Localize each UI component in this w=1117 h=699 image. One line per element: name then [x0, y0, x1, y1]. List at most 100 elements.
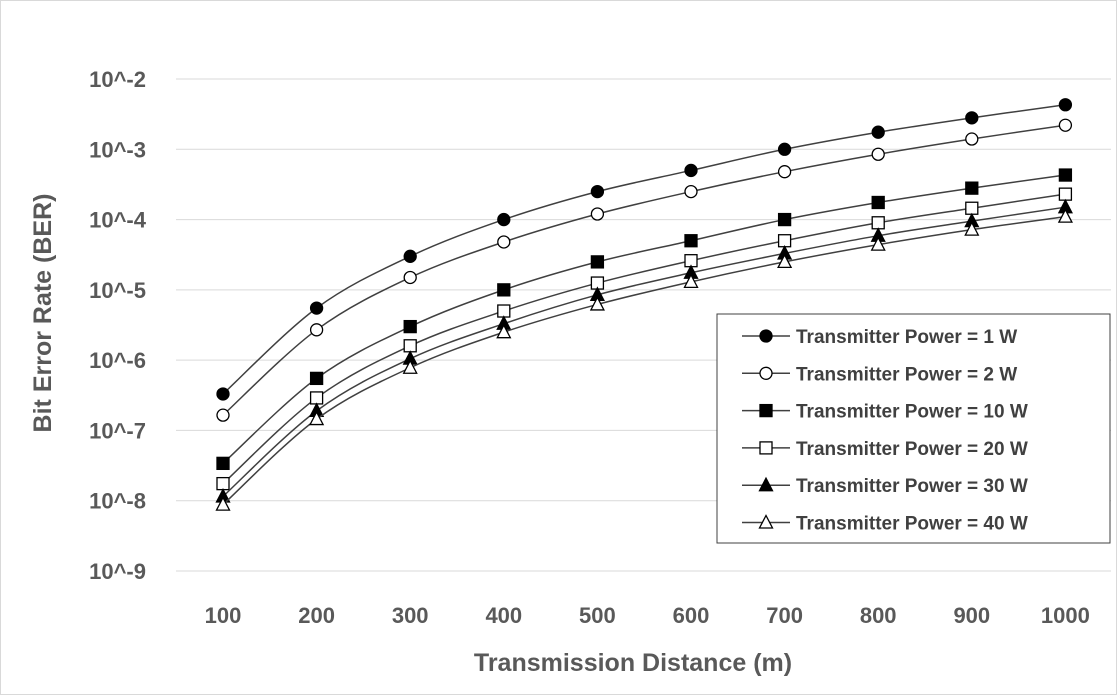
- data-point: [216, 456, 230, 471]
- data-point: [590, 207, 605, 221]
- data-point: [1058, 168, 1073, 182]
- series-line: [222, 193, 1066, 485]
- series-group: [215, 98, 1073, 511]
- data-point: [216, 408, 230, 422]
- legend-marker: [759, 441, 773, 455]
- series-line: [222, 206, 1066, 498]
- data-point: [777, 234, 792, 248]
- x-tick-label: 700: [766, 603, 803, 628]
- y-axis-title: Bit Error Rate (BER): [29, 194, 57, 433]
- series-line: [222, 215, 1066, 506]
- legend-marker: [759, 366, 773, 380]
- data-point: [403, 319, 417, 334]
- legend-label: Transmitter Power = 30 W: [796, 476, 1028, 497]
- data-point: [402, 359, 418, 374]
- data-point: [497, 235, 511, 249]
- data-point: [309, 371, 324, 386]
- x-tick-label: 300: [392, 603, 429, 628]
- data-point: [871, 147, 885, 161]
- y-tick-label: 10^-3: [89, 137, 146, 162]
- data-point: [870, 236, 886, 251]
- series-1: [216, 98, 1073, 401]
- legend-marker: [759, 329, 773, 343]
- series-line: [222, 174, 1066, 464]
- series-4: [216, 187, 1073, 491]
- data-point: [684, 163, 698, 178]
- data-point: [1057, 208, 1073, 223]
- data-point: [965, 132, 979, 146]
- legend-label: Transmitter Power = 1 W: [796, 327, 1017, 348]
- y-tick-label: 10^-5: [89, 278, 146, 303]
- y-tick-label: 10^-9: [89, 559, 146, 584]
- legend-label: Transmitter Power = 40 W: [796, 514, 1028, 535]
- y-tick-label: 10^-4: [89, 208, 147, 233]
- data-point: [777, 212, 792, 227]
- series-line: [222, 124, 1066, 416]
- data-point: [497, 304, 511, 318]
- legend-entry-3: Transmitter Power = 10 W: [742, 402, 1028, 423]
- data-point: [309, 323, 324, 337]
- legend-entry-4: Transmitter Power = 20 W: [742, 439, 1028, 460]
- x-tick-label: 600: [673, 603, 710, 628]
- data-point: [965, 201, 979, 215]
- data-point: [497, 212, 511, 227]
- legend-entry-5: Transmitter Power = 30 W: [742, 476, 1028, 497]
- data-point: [684, 184, 698, 199]
- legend-label: Transmitter Power = 2 W: [796, 364, 1017, 385]
- data-point: [215, 496, 231, 511]
- legend-marker: [758, 514, 774, 529]
- data-point: [965, 111, 979, 125]
- series-2: [216, 118, 1073, 422]
- data-point: [1058, 187, 1073, 201]
- data-point: [965, 181, 979, 195]
- y-tick-label: 10^-7: [89, 418, 146, 443]
- series-3: [216, 168, 1073, 471]
- x-axis-ticks: 100 200 300 400 500 600 700 800 900 1000: [205, 603, 1090, 628]
- gridlines: [176, 78, 1111, 572]
- legend-entry-2: Transmitter Power = 2 W: [742, 364, 1017, 385]
- data-point: [497, 283, 511, 297]
- x-tick-label: 800: [860, 603, 897, 628]
- data-point: [403, 249, 417, 263]
- y-axis-ticks: 10^-2 10^-3 10^-4 10^-5 10^-6 10^-7 10^-8 10^-9: [89, 67, 147, 584]
- data-point: [684, 234, 698, 248]
- data-point: [403, 270, 417, 285]
- series-line: [222, 104, 1066, 395]
- legend-label: Transmitter Power = 20 W: [796, 439, 1028, 460]
- x-tick-label: 900: [953, 603, 990, 628]
- data-point: [496, 323, 512, 339]
- data-point: [309, 410, 325, 426]
- data-point: [777, 142, 792, 156]
- data-point: [309, 391, 324, 405]
- x-tick-label: 200: [298, 603, 335, 628]
- x-tick-label: 1000: [1041, 603, 1090, 628]
- data-point: [403, 339, 417, 353]
- legend-box: [716, 313, 1111, 544]
- y-tick-label: 10^-6: [89, 348, 146, 373]
- data-point: [216, 387, 230, 401]
- data-point: [777, 165, 792, 179]
- legend-marker: [759, 403, 773, 418]
- legend-entry-6: Transmitter Power = 40 W: [742, 514, 1028, 535]
- x-axis-title: Transmission Distance (m): [474, 649, 792, 677]
- y-tick-label: 10^-2: [89, 67, 146, 92]
- data-point: [1058, 118, 1073, 132]
- x-tick-label: 500: [579, 603, 616, 628]
- data-point: [590, 184, 605, 199]
- legend-label: Transmitter Power = 10 W: [796, 402, 1028, 423]
- legend: Transmitter Power = 1 W Transmitter Power…: [716, 313, 1111, 544]
- data-point: [309, 301, 324, 315]
- data-point: [216, 476, 230, 491]
- x-tick-label: 400: [485, 603, 522, 628]
- legend-marker: [758, 476, 774, 492]
- y-tick-label: 10^-8: [89, 489, 146, 514]
- data-point: [871, 195, 885, 210]
- data-point: [683, 273, 699, 288]
- data-point: [777, 253, 793, 269]
- data-point: [590, 255, 605, 269]
- data-point: [589, 296, 605, 311]
- x-tick-label: 100: [205, 603, 242, 628]
- data-point: [871, 125, 885, 139]
